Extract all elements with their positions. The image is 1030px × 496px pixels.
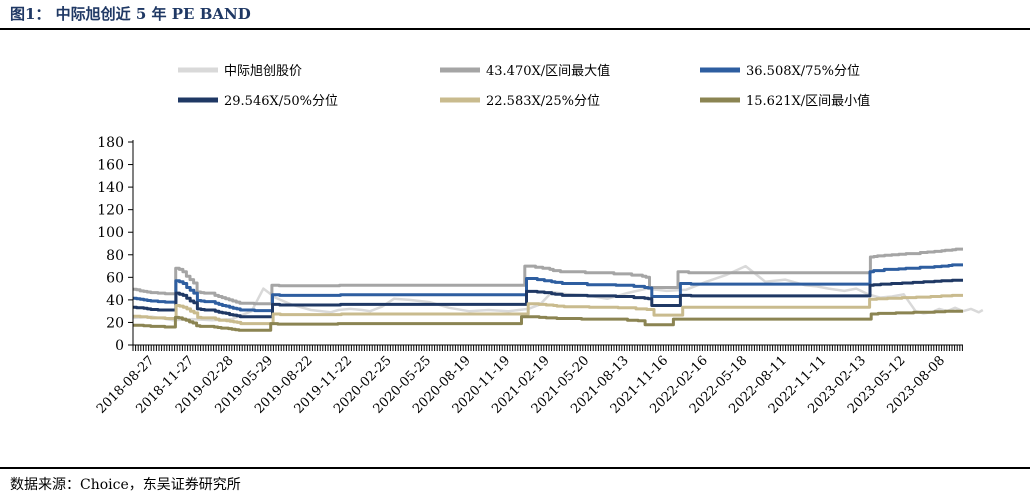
- y-tick-label: 100: [97, 225, 124, 241]
- legend-label-4: 29.546X/50%分位: [224, 94, 338, 109]
- y-tick-label: 160: [97, 158, 124, 174]
- y-tick-label: 80: [106, 248, 124, 264]
- top-rule: [0, 28, 1030, 30]
- series-line-3: [133, 263, 963, 313]
- legend-label-6: 15.621X/区间最小值: [746, 93, 870, 109]
- pe-band-chart: 中际旭创股价 43.470X/区间最大值 36.508X/75%分位 29.546X/…: [94, 63, 984, 417]
- series-line-2: [133, 247, 963, 306]
- legend-label-5: 22.583X/25%分位: [486, 94, 600, 109]
- legend-label-3: 36.508X/75%分位: [746, 64, 860, 79]
- plot-area: 0204060801001201401601802018-08-272018-1…: [94, 135, 984, 417]
- series-layer: [132, 247, 984, 332]
- y-tick-label: 140: [97, 180, 124, 196]
- series-line-4: [133, 278, 963, 319]
- legend-label-2: 43.470X/区间最大值: [486, 63, 610, 79]
- chart-legend: 中际旭创股价 43.470X/区间最大值 36.508X/75%分位 29.546X/…: [178, 63, 870, 109]
- x-axis-minor-ticks: [132, 345, 963, 351]
- figure-title: 图1： 中际旭创近 5 年 PE BAND: [10, 5, 251, 23]
- legend-label-1: 中际旭创股价: [224, 64, 302, 79]
- source-note: 数据来源：Choice，东吴证券研究所: [10, 477, 241, 493]
- y-tick-label: 180: [97, 135, 124, 151]
- y-tick-label: 60: [106, 270, 124, 286]
- series-line-5: [133, 293, 963, 326]
- y-tick-label: 40: [106, 293, 124, 309]
- bottom-rule: [0, 467, 1030, 469]
- y-tick-label: 120: [97, 203, 124, 219]
- axes-layer: 0204060801001201401601802018-08-272018-1…: [94, 135, 963, 417]
- y-tick-label: 0: [115, 338, 124, 354]
- y-tick-label: 20: [106, 315, 124, 331]
- series-line-6: [133, 309, 963, 332]
